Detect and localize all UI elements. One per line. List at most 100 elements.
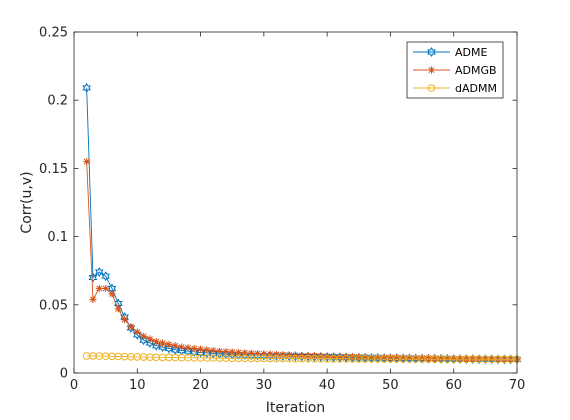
legend-marker-dadmm <box>427 84 436 92</box>
data-point-admgb <box>412 354 420 362</box>
data-point-admgb <box>102 284 110 293</box>
data-point-admgb <box>121 316 129 324</box>
data-point-admgb <box>437 354 445 362</box>
data-point-admgb <box>196 345 205 353</box>
y-tick-label: 0 <box>60 367 68 382</box>
legend-entry-admgb: ADMGB <box>413 64 497 77</box>
axes-box <box>73 31 518 374</box>
data-point-admgb <box>462 354 470 363</box>
axes-layer <box>73 31 518 374</box>
legend-marker-admgb <box>427 66 436 74</box>
data-point-admgb <box>114 305 122 313</box>
x-axis-label: Iteration <box>266 400 325 416</box>
y-tick-label: 0.25 <box>39 26 68 41</box>
data-point-admgb <box>348 353 357 361</box>
data-point-adme <box>158 342 167 353</box>
data-point-adme <box>94 267 104 278</box>
data-point-admgb <box>399 354 407 362</box>
data-point-admgb <box>424 354 432 362</box>
data-point-admgb <box>127 323 135 331</box>
x-tick-label: 10 <box>129 378 146 393</box>
data-point-admgb <box>260 350 268 358</box>
data-point-adme <box>151 340 161 351</box>
y-tick-label: 0.05 <box>39 298 68 313</box>
y-axis-label: Corr(u,v) <box>19 171 35 233</box>
legend-label-adme: ADME <box>455 46 487 59</box>
data-point-admgb <box>234 348 243 357</box>
data-point-admgb <box>215 347 224 355</box>
legend-entry-adme: ADME <box>413 46 487 59</box>
legend-entry-dadmm: dADMM <box>413 82 497 95</box>
data-point-admgb <box>241 349 249 357</box>
data-point-admgb <box>83 157 91 166</box>
data-point-admgb <box>393 353 401 362</box>
data-point-adme <box>139 335 148 346</box>
data-point-admgb <box>228 348 236 356</box>
data-point-admgb <box>171 342 179 350</box>
data-point-admgb <box>209 346 217 355</box>
data-point-admgb <box>386 353 395 362</box>
y-tick-label: 0.15 <box>39 162 68 177</box>
data-point-admgb <box>329 352 338 360</box>
legend-marker-adme <box>427 46 436 58</box>
data-point-adme <box>132 329 142 340</box>
data-point-admgb <box>266 350 274 358</box>
data-point-adme <box>88 272 98 283</box>
x-tick-label: 50 <box>382 378 399 393</box>
data-point-adme <box>164 343 174 354</box>
data-point-admgb <box>475 355 483 363</box>
data-point-admgb <box>317 352 325 360</box>
data-point-admgb <box>418 354 426 362</box>
data-point-admgb <box>159 339 167 347</box>
data-point-admgb <box>190 344 198 353</box>
data-point-admgb <box>323 352 331 360</box>
y-tick-label: 0.1 <box>47 230 68 245</box>
data-point-admgb <box>361 353 369 361</box>
data-point-admgb <box>108 290 116 298</box>
data-point-admgb <box>247 349 255 357</box>
data-point-admgb <box>184 344 192 352</box>
data-point-admgb <box>140 332 148 340</box>
data-point-admgb <box>355 353 363 361</box>
data-point-admgb <box>152 338 160 346</box>
x-tick-label: 60 <box>445 378 462 393</box>
data-point-admgb <box>405 354 414 362</box>
x-tick-label: 70 <box>509 378 526 393</box>
data-point-admgb <box>133 328 141 336</box>
x-tick-label: 30 <box>256 378 273 393</box>
data-point-adme <box>126 322 136 333</box>
data-point-admgb <box>367 353 376 361</box>
data-point-admgb <box>279 351 287 359</box>
data-point-admgb <box>469 355 477 363</box>
data-point-admgb <box>374 353 382 361</box>
data-point-admgb <box>272 350 281 359</box>
series-layer <box>82 82 522 365</box>
legend-label-dadmm: dADMM <box>455 82 497 95</box>
data-point-adme <box>145 337 155 348</box>
data-point-adme <box>189 346 199 357</box>
data-point-admgb <box>89 295 97 303</box>
data-point-admgb <box>95 284 103 293</box>
data-point-adme <box>183 346 193 357</box>
data-point-admgb <box>336 352 344 361</box>
data-point-admgb <box>456 354 464 363</box>
data-point-admgb <box>222 347 230 356</box>
y-tick-label: 0.2 <box>47 94 68 109</box>
data-point-adme <box>101 271 110 282</box>
data-point-admgb <box>146 335 154 343</box>
data-point-admgb <box>431 354 439 362</box>
legend: ADME ADMGB dADMM <box>406 41 504 99</box>
data-point-adme <box>82 82 91 93</box>
data-point-admgb <box>450 354 458 363</box>
series-dadmm <box>82 352 521 364</box>
data-point-admgb <box>443 354 451 363</box>
x-tick-label: 0 <box>70 378 78 393</box>
x-tick-label: 40 <box>319 378 336 393</box>
data-point-admgb <box>380 353 388 362</box>
legend-label-admgb: ADMGB <box>455 64 497 77</box>
x-tick-label: 20 <box>192 378 209 393</box>
data-point-admgb <box>165 340 173 348</box>
data-point-admgb <box>203 346 211 354</box>
ticks-layer: 0 10 20 30 40 50 60 70 0 0.05 0.1 0.15 0.2 0.25 <box>39 26 525 394</box>
